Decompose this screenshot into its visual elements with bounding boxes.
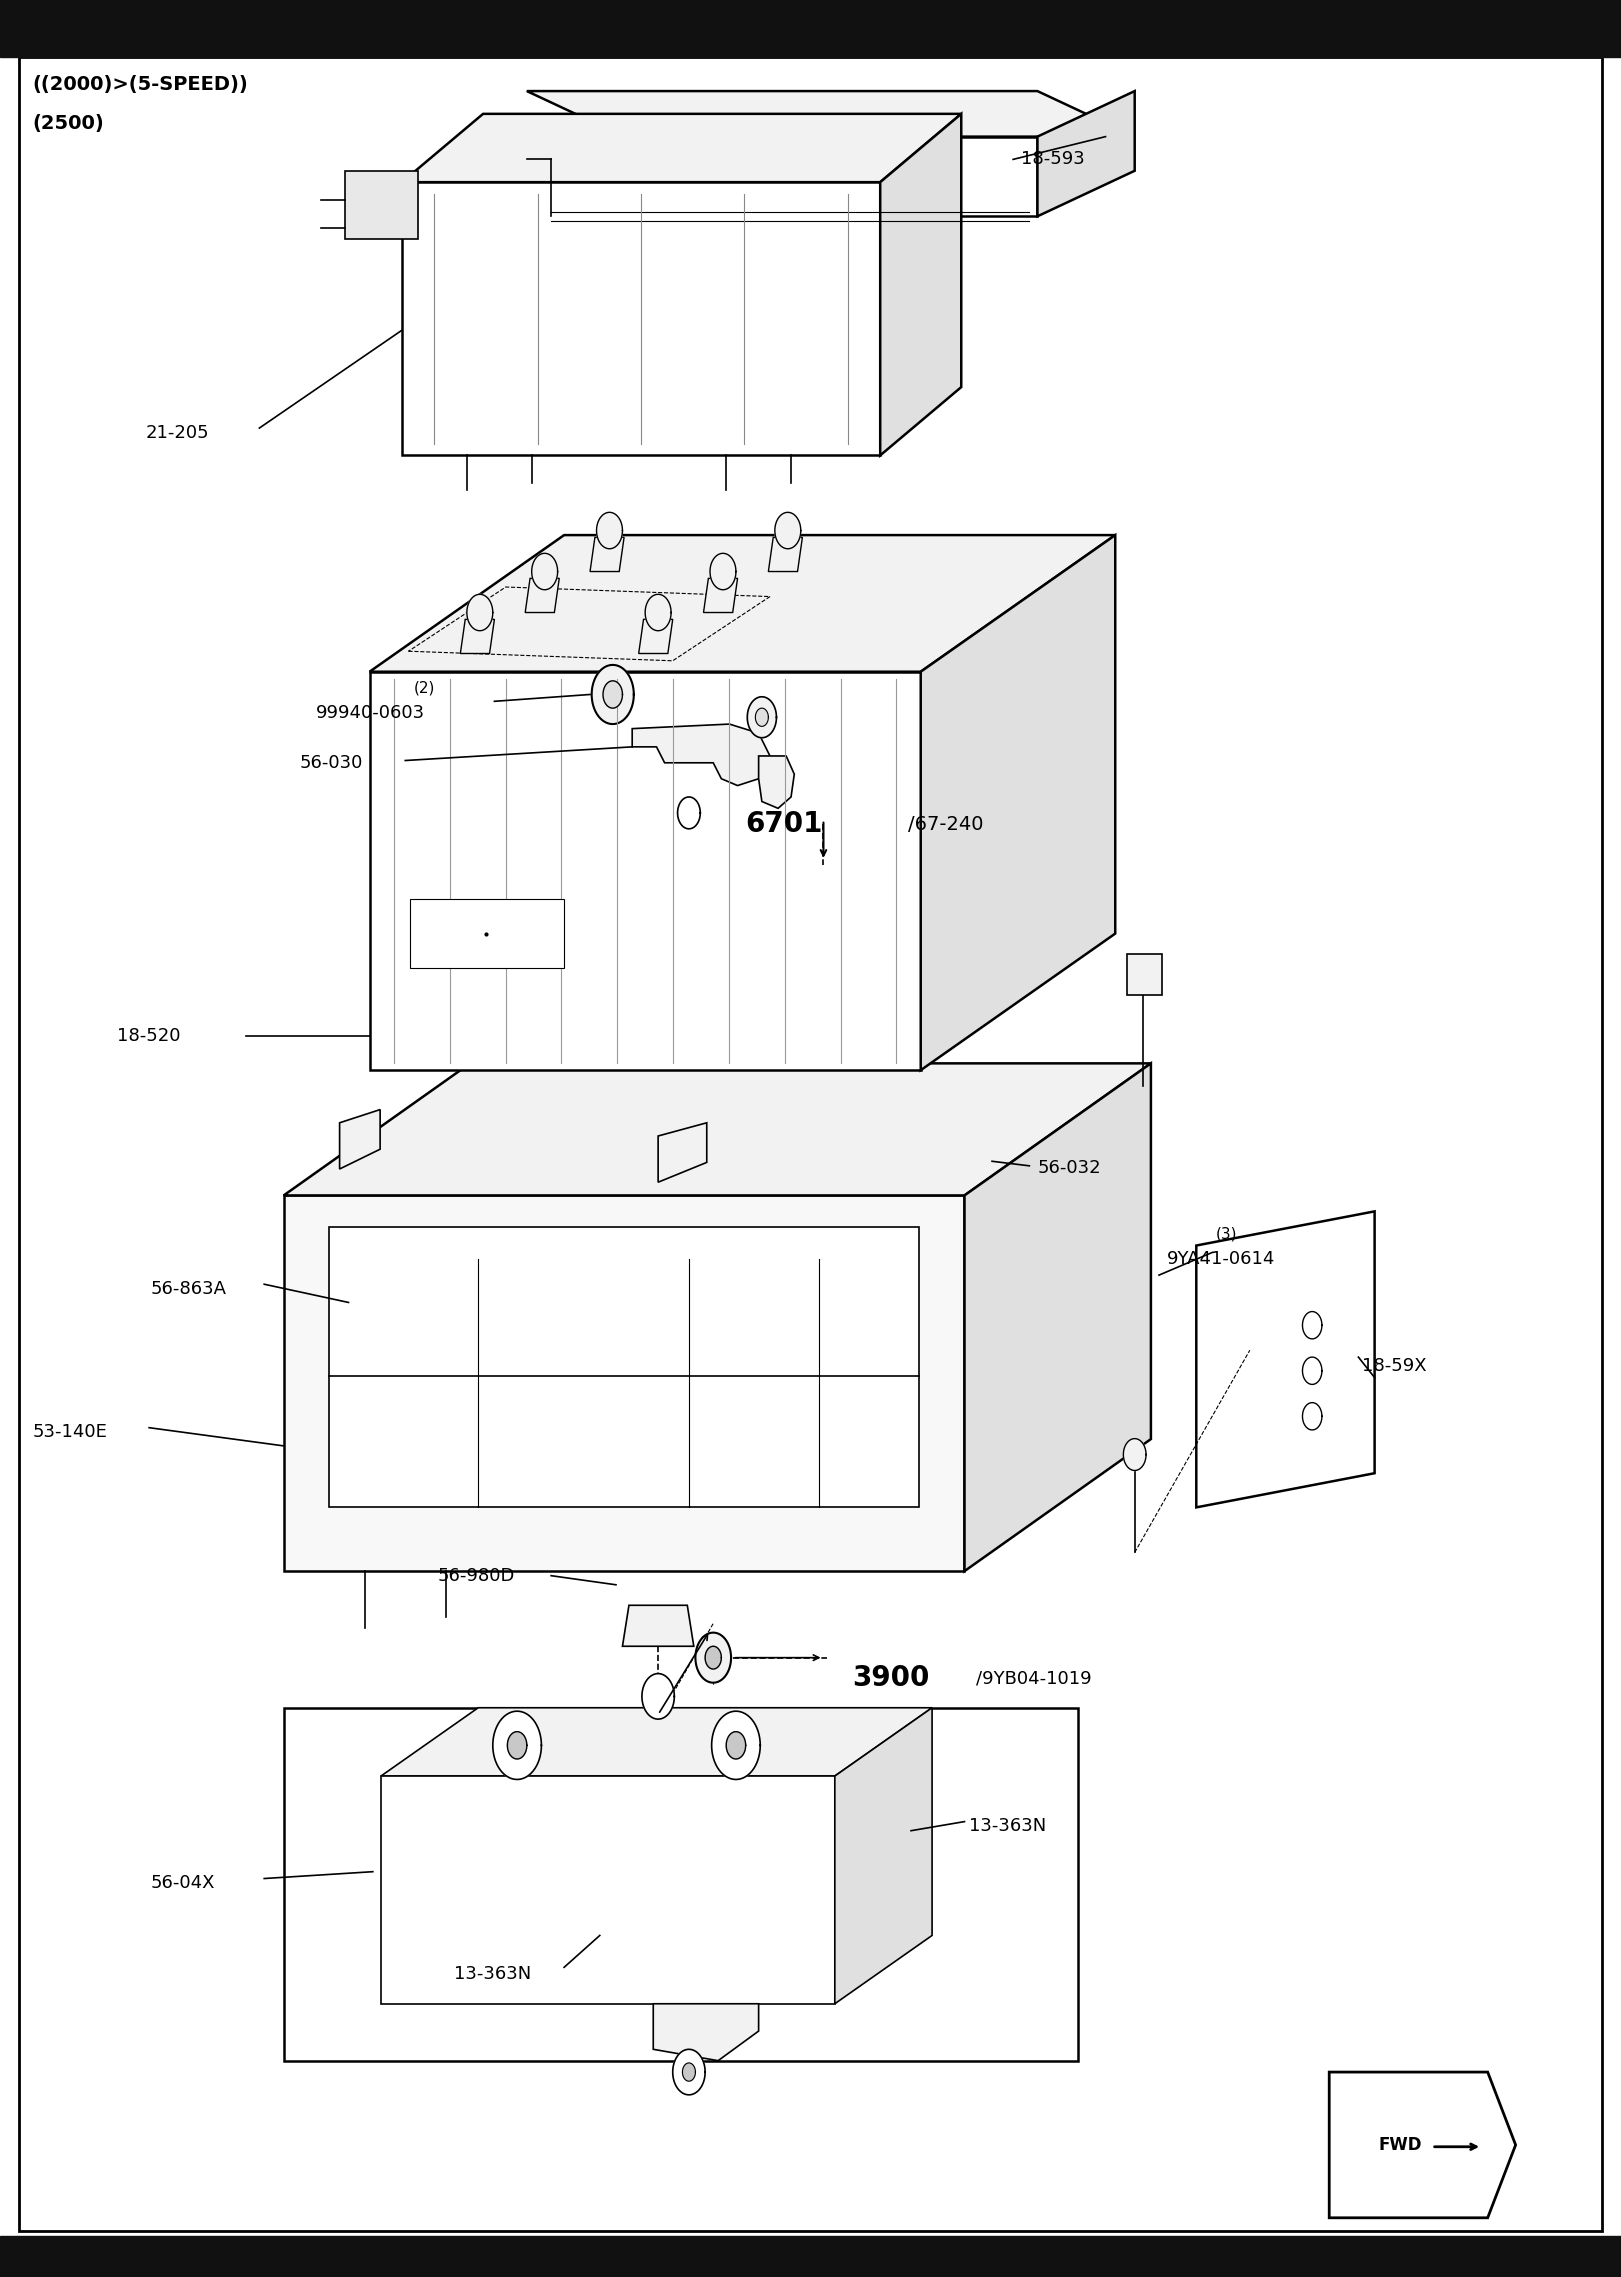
Text: 53-140E: 53-140E [32, 1423, 107, 1441]
Text: (2): (2) [413, 681, 434, 694]
Polygon shape [603, 681, 622, 708]
Polygon shape [682, 2063, 695, 2081]
Polygon shape [370, 672, 921, 1070]
Polygon shape [527, 137, 1037, 216]
Polygon shape [880, 114, 961, 455]
Polygon shape [1127, 954, 1162, 995]
Polygon shape [1123, 1439, 1146, 1471]
Polygon shape [653, 2004, 759, 2061]
Polygon shape [493, 1712, 541, 1778]
Text: FWD: FWD [1378, 2136, 1422, 2154]
Polygon shape [768, 537, 802, 572]
Polygon shape [381, 1776, 835, 2004]
Polygon shape [632, 724, 770, 786]
Text: 13-363N: 13-363N [454, 1965, 532, 1983]
Polygon shape [467, 594, 493, 631]
Polygon shape [339, 1109, 379, 1168]
Polygon shape [639, 619, 673, 653]
Polygon shape [835, 1708, 932, 2004]
Text: 18-593: 18-593 [1021, 150, 1084, 168]
Polygon shape [747, 697, 776, 738]
Polygon shape [1196, 1211, 1375, 1507]
Polygon shape [410, 899, 564, 968]
Polygon shape [759, 756, 794, 808]
Polygon shape [921, 535, 1115, 1070]
Polygon shape [622, 1605, 694, 1646]
Polygon shape [525, 578, 559, 613]
Text: 6701: 6701 [746, 811, 823, 838]
Polygon shape [775, 512, 801, 549]
Polygon shape [284, 1063, 1151, 1195]
Polygon shape [642, 1674, 674, 1719]
Polygon shape [590, 537, 624, 572]
Polygon shape [1303, 1403, 1321, 1430]
Polygon shape [755, 708, 768, 726]
Text: 56-980D: 56-980D [438, 1567, 515, 1585]
Polygon shape [345, 171, 418, 239]
Bar [284, 1708, 1078, 2061]
Text: /9YB04-1019: /9YB04-1019 [976, 1669, 1091, 1687]
Polygon shape [507, 1733, 527, 1758]
Polygon shape [726, 1733, 746, 1758]
Text: 13-363N: 13-363N [969, 1817, 1047, 1835]
Text: 56-04X: 56-04X [151, 1874, 216, 1892]
Text: 56-863A: 56-863A [151, 1280, 227, 1298]
Text: /67-240: /67-240 [908, 815, 984, 833]
Polygon shape [597, 512, 622, 549]
Polygon shape [645, 594, 671, 631]
Polygon shape [1037, 91, 1135, 216]
Text: 18-520: 18-520 [117, 1027, 180, 1045]
Text: 56-032: 56-032 [1037, 1159, 1101, 1177]
Text: 9YA41-0614: 9YA41-0614 [1167, 1250, 1276, 1268]
Polygon shape [964, 1063, 1151, 1571]
Polygon shape [460, 619, 494, 653]
Polygon shape [402, 182, 880, 455]
Polygon shape [705, 1646, 721, 1669]
Polygon shape [381, 1708, 932, 1776]
Bar [0, 0, 1621, 57]
Polygon shape [673, 2049, 705, 2095]
Bar [0, 2236, 1621, 2277]
Polygon shape [527, 91, 1135, 137]
Text: 99940-0603: 99940-0603 [316, 704, 425, 722]
Polygon shape [712, 1712, 760, 1778]
Polygon shape [710, 553, 736, 590]
Polygon shape [695, 1633, 731, 1683]
Polygon shape [704, 578, 738, 613]
Polygon shape [402, 114, 961, 182]
Text: 3900: 3900 [853, 1664, 930, 1692]
Polygon shape [1303, 1357, 1321, 1384]
Polygon shape [329, 1227, 919, 1507]
Polygon shape [1303, 1312, 1321, 1339]
Text: (2500): (2500) [32, 114, 104, 132]
Text: 18-59X: 18-59X [1362, 1357, 1426, 1375]
Polygon shape [678, 797, 700, 829]
Text: ((2000)>(5-SPEED)): ((2000)>(5-SPEED)) [32, 75, 248, 93]
Polygon shape [532, 553, 558, 590]
Text: (3): (3) [1216, 1227, 1237, 1241]
Text: 56-030: 56-030 [300, 754, 363, 772]
Polygon shape [658, 1123, 707, 1182]
Polygon shape [1329, 2072, 1516, 2218]
Polygon shape [284, 1195, 964, 1571]
Polygon shape [592, 665, 634, 724]
Polygon shape [370, 535, 1115, 672]
Text: 21-205: 21-205 [146, 424, 209, 442]
